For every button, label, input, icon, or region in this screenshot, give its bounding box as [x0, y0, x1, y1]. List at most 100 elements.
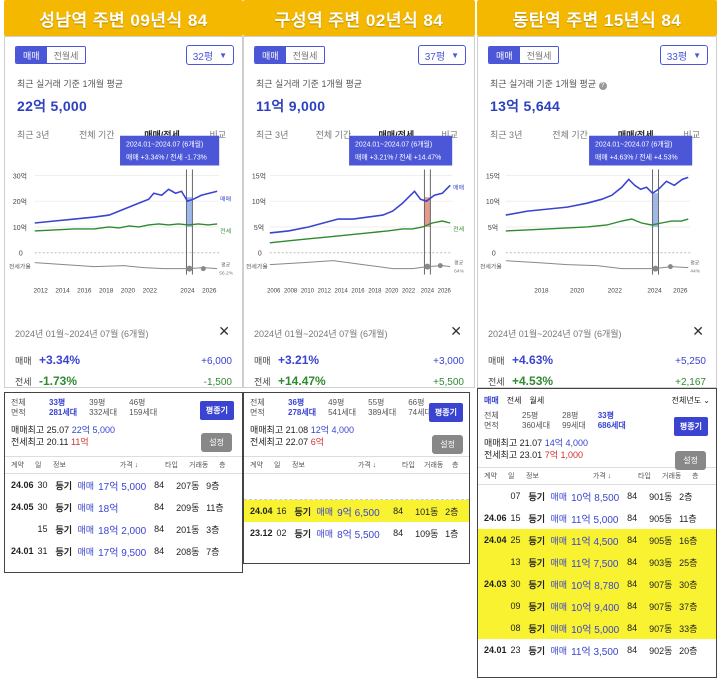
tab-lease[interactable]: 전월세 — [285, 47, 325, 63]
year-filter-dropdown[interactable]: 전체년도 ⌄ — [671, 396, 710, 405]
contract-month: 24.04 — [250, 506, 273, 516]
legend-sale: 매매 — [453, 183, 464, 191]
legend-lease: 전세 — [453, 225, 464, 233]
close-icon[interactable]: ✕ — [692, 323, 704, 339]
area-option[interactable]: 46평 159세대 — [129, 398, 158, 417]
tab-compare[interactable]: 비교 — [209, 130, 226, 140]
tab-all-period[interactable]: 전체 기간 — [78, 130, 115, 140]
area-option[interactable]: 55평 389세대 — [368, 398, 397, 417]
tab-sale[interactable]: 매매 — [255, 47, 286, 63]
tab-all-period[interactable]: 전체 기간 — [315, 130, 352, 140]
transaction-panel: 전체 면적 33평 281세대 39평 332세대 46평 159세대 평종기 매매최고… — [4, 392, 243, 573]
x-tick: 2024 — [180, 287, 195, 294]
table-row[interactable]: 24.06 15 등기 매매 11억 5,000 84 905동 11층 — [478, 507, 716, 529]
tab-compare[interactable]: 비교 — [683, 130, 700, 140]
deal-price: 11억 4,500 — [571, 536, 619, 548]
registry-status: 등기 — [294, 528, 312, 539]
table-header: 계약 일 정보 가격 ↓ 타입 거래동 층 — [244, 456, 469, 474]
table-row[interactable]: 24.04 25 등기 매매 11억 4,500 84 905동 16층 — [478, 529, 716, 551]
area-option[interactable]: 25평 360세대 — [522, 411, 551, 430]
deal-type: 매매 — [550, 645, 568, 656]
close-icon[interactable]: ✕ — [450, 323, 462, 339]
table-row[interactable]: 24.03 30 등기 매매 10억 8,780 84 907동 30층 — [478, 573, 716, 595]
settings-button[interactable]: 설정 — [675, 451, 706, 470]
area-option[interactable]: 66평 74세대 — [408, 398, 432, 417]
legend-ratio: 전세가율 — [246, 263, 268, 271]
tab-lease[interactable]: 전월세 — [46, 47, 86, 63]
deal-price: 10억 5,000 — [571, 624, 620, 636]
y-tick: 10억 — [486, 198, 500, 206]
panel-dongtan: 동탄역 주변 15년식 84 매매 전월세 33평 ▼ 최근 실거래 기준 1개월… — [477, 0, 717, 388]
tab-sale[interactable]: 매매 — [489, 47, 520, 63]
area-option[interactable]: 49평 541세대 — [328, 398, 357, 417]
tab-recent-3y[interactable]: 최근 3년 — [256, 130, 289, 140]
compare-button[interactable]: 평종기 — [673, 417, 708, 436]
area-option[interactable]: 36평 278세대 — [288, 398, 317, 417]
contract-day: 09 — [510, 601, 521, 611]
floor: 37층 — [679, 601, 698, 612]
deal-type-toggle[interactable]: 매매 전월세 — [254, 46, 326, 64]
panel-guseong: 구성역 주변 02년식 84 매매 전월세 37평 ▼ 최근 실거래 기준 1개월… — [243, 0, 475, 388]
deal-type: 매매 — [77, 524, 95, 535]
tab-compare[interactable]: 비교 — [441, 130, 458, 140]
ratio-value: 56.2% — [219, 271, 234, 277]
building: 207동 — [176, 480, 200, 491]
filter-lease[interactable]: 전세 — [506, 396, 522, 405]
table-row[interactable]: 07 등기 매매 10억 8,500 84 901동 2층 — [478, 485, 716, 507]
close-icon[interactable]: ✕ — [218, 323, 230, 339]
floor: 11층 — [679, 513, 697, 524]
deal-type-toggle[interactable]: 매매 전월세 — [488, 46, 560, 64]
table-row[interactable]: 08 등기 매매 10억 5,000 84 907동 33층 — [478, 617, 716, 639]
contract-month — [5, 518, 36, 540]
size-dropdown[interactable]: 32평 ▼ — [185, 45, 234, 65]
x-tick: 2012 — [34, 287, 49, 294]
x-tick: 2026 — [438, 288, 452, 294]
registry-status: 등기 — [528, 513, 546, 524]
table-row[interactable]: 13 등기 매매 11억 7,500 84 903동 25층 — [478, 551, 716, 573]
compare-button[interactable]: 평종기 — [428, 403, 463, 422]
table-row[interactable]: 23.12 02 등기 매매 8억 5,500 84 109동 1층 — [244, 522, 469, 544]
area-option[interactable]: 33평 686세대 — [597, 411, 626, 430]
table-row[interactable]: 24.01 23 등기 매매 11억 3,500 84 902동 20층 — [478, 639, 716, 661]
settings-button[interactable]: 설정 — [201, 433, 232, 452]
transaction-table: 24.04 16 등기 매매 9억 6,500 84 101동 2층 23.12 02 등기 매매 8억… — [244, 500, 469, 544]
table-row[interactable]: 15 등기 매매 18억 2,000 84 201동 3층 — [5, 518, 242, 540]
contract-month — [478, 595, 509, 617]
tab-lease[interactable]: 전월세 — [519, 47, 559, 63]
table-row[interactable]: 24.05 30 등기 매매 18억 84 209동 11층 — [5, 496, 242, 518]
deal-type-toggle[interactable]: 매매 전월세 — [15, 46, 87, 64]
unit-type: 84 — [393, 528, 404, 538]
filter-sale[interactable]: 매매 — [484, 396, 499, 405]
panel-title: 성남역 주변 09년식 84 — [4, 0, 243, 36]
floor: 9층 — [206, 480, 220, 491]
info-icon[interactable]: ? — [598, 82, 607, 90]
tab-sale[interactable]: 매매 — [16, 47, 47, 63]
area-option[interactable]: 28평 99세대 — [562, 411, 586, 430]
deal-price: 10억 8,780 — [571, 580, 620, 592]
tab-all-period[interactable]: 전체 기간 — [552, 130, 588, 140]
chevron-down-icon: ▼ — [693, 50, 701, 60]
table-row[interactable]: 24.04 16 등기 매매 9억 6,500 84 101동 2층 — [244, 500, 469, 522]
size-dropdown[interactable]: 37평 ▼ — [417, 45, 466, 65]
filter-monthly[interactable]: 월세 — [529, 396, 545, 405]
size-dropdown[interactable]: 33평 ▼ — [659, 45, 708, 65]
contract-month: 24.01 — [484, 645, 507, 655]
price-chart: 15억 10억 5억 0 2024.01~2024.07 (6개월) 매매 +4… — [480, 135, 701, 294]
table-row[interactable]: 24.01 31 등기 매매 17억 9,500 84 208동 7층 — [5, 540, 242, 562]
contract-month: 24.05 — [11, 502, 34, 512]
settings-button[interactable]: 설정 — [432, 435, 463, 454]
price-card: 매매 전월세 32평 ▼ 최근 실거래 기준 1개월 평균 22억 5,000 최… — [4, 36, 243, 388]
unit-type: 84 — [627, 645, 638, 655]
table-row[interactable]: 24.06 30 등기 매매 17억 5,000 84 207동 9층 — [5, 474, 242, 496]
contract-month: 23.12 — [250, 528, 273, 538]
table-row[interactable]: 09 등기 매매 10억 9,400 84 907동 37층 — [478, 595, 716, 617]
max-lease-row: 전세최고 23.01 7억 1,000 — [484, 450, 583, 460]
area-option[interactable]: 33평 281세대 — [49, 398, 78, 417]
compare-button[interactable]: 평종기 — [199, 401, 234, 420]
tab-recent-3y[interactable]: 최근 3년 — [17, 130, 50, 140]
area-option[interactable]: 39평 332세대 — [89, 398, 118, 417]
contract-month: 24.04 — [484, 535, 507, 545]
floor: 20층 — [679, 645, 698, 656]
x-tick: 2024 — [647, 287, 662, 294]
tab-recent-3y[interactable]: 최근 3년 — [490, 130, 523, 140]
